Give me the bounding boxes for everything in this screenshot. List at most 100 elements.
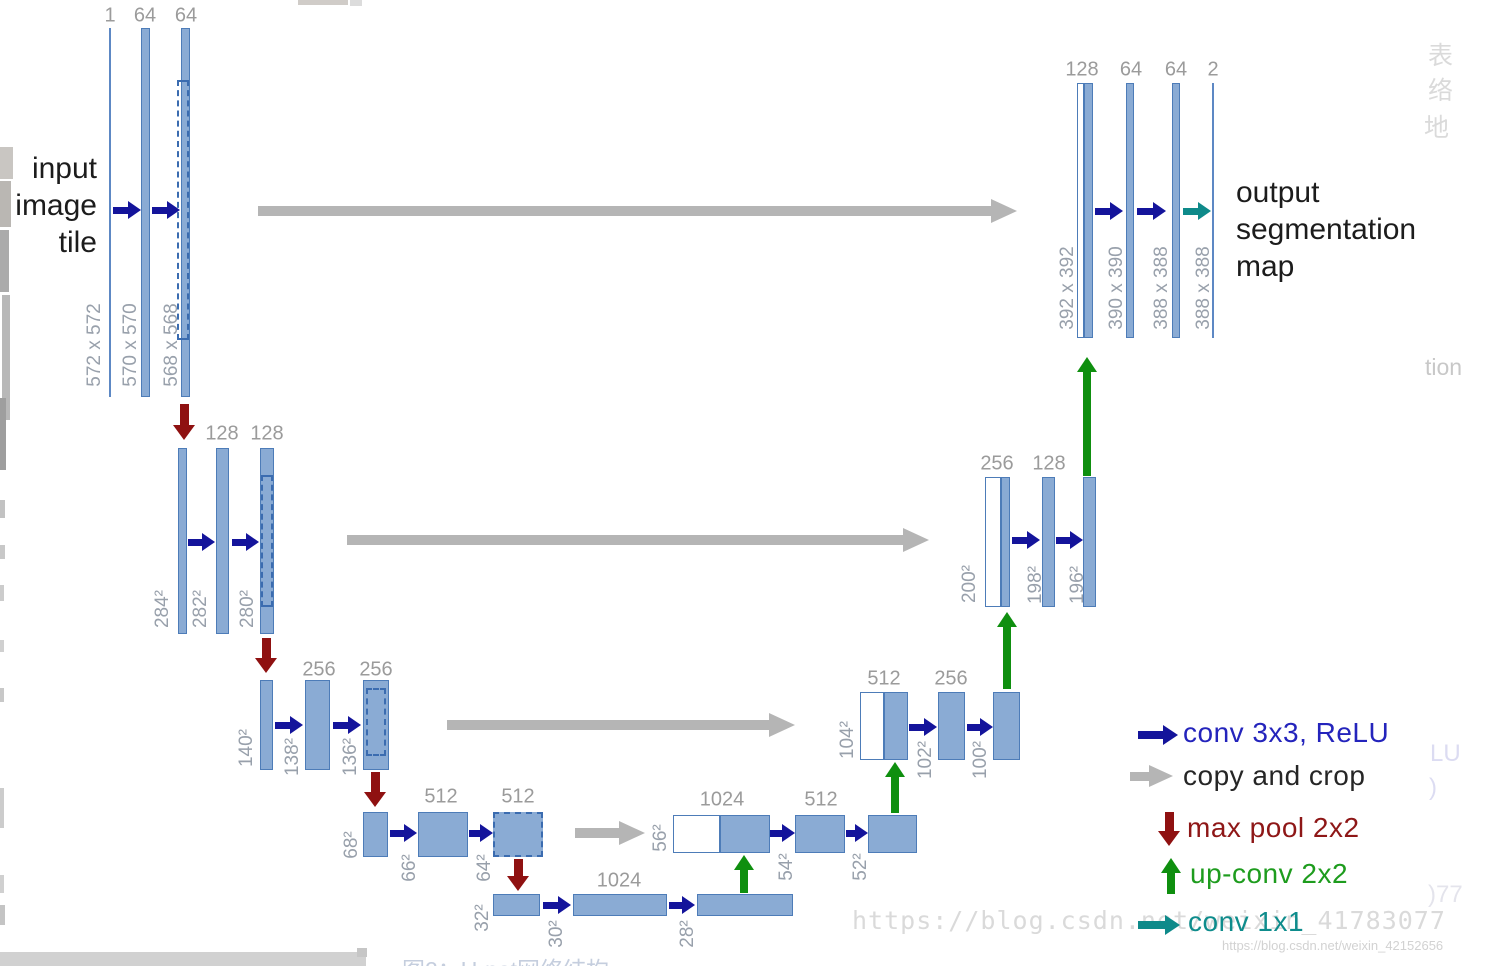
arrow-head	[558, 896, 571, 914]
arrow-shaft	[891, 776, 899, 813]
conv3x3-arrow	[390, 824, 417, 842]
dimension-label: 30²	[546, 920, 567, 948]
channel-count-label: 64	[133, 4, 157, 27]
dimension-label: 56²	[650, 824, 671, 852]
edge-fragment	[0, 788, 4, 828]
maxpool-arrow	[173, 404, 195, 440]
arrow-head	[1149, 765, 1173, 787]
watermark-blog-url-small: https://blog.csdn.net/weixin_42152656	[1222, 938, 1444, 953]
channel-count-label: 2	[1207, 58, 1219, 81]
conv3x3-arrow	[275, 716, 303, 734]
feature-map-bar-copied	[985, 477, 1001, 607]
background-text-fragment: 表	[1428, 42, 1454, 70]
feature-map-bar	[418, 812, 468, 857]
arrow-head	[167, 201, 180, 219]
background-text-fragment: tion	[1425, 354, 1463, 380]
edge-fragment	[0, 500, 5, 518]
conv3x3-arrow	[1056, 531, 1083, 549]
conv3x3-arrow	[188, 533, 215, 551]
arrow-shaft	[333, 721, 349, 729]
feature-map-bar	[1042, 477, 1055, 607]
arrow-shaft	[575, 828, 620, 838]
feature-map-bar	[697, 894, 793, 916]
channel-count-label: 128	[1065, 58, 1099, 81]
dimension-label: 570 x 570	[120, 303, 141, 387]
arrow-head	[1161, 858, 1181, 873]
feature-map-bar	[720, 815, 770, 853]
dimension-label: 280²	[237, 589, 258, 629]
arrow-shaft	[347, 535, 904, 545]
upconv-arrow	[1161, 858, 1181, 894]
channel-count-label: 1	[104, 4, 116, 27]
channel-count-label: 256	[302, 658, 336, 681]
arrow-shaft	[543, 901, 559, 909]
feature-map-bar	[993, 692, 1020, 760]
channel-count-label: 256	[980, 452, 1014, 475]
arrow-head	[1153, 202, 1166, 220]
arrow-head	[991, 199, 1017, 223]
arrow-head	[734, 855, 754, 870]
input-label-line: input	[31, 152, 97, 185]
dimension-label: 32²	[472, 904, 493, 932]
feature-map-bar	[1212, 83, 1214, 338]
edge-fragment	[0, 875, 4, 893]
dimension-label: 100²	[970, 740, 991, 780]
figure-caption: 图2：U-net网络结构	[402, 951, 609, 966]
edge-fragment	[0, 640, 4, 652]
arrow-shaft	[258, 206, 992, 216]
copy-crop-arrow	[347, 528, 929, 552]
dimension-label: 52²	[850, 853, 871, 881]
dimension-label: 392 x 392	[1057, 246, 1078, 330]
copy-crop-arrow	[447, 713, 795, 737]
feature-map-bar	[1083, 477, 1096, 607]
upconv-arrow	[997, 612, 1017, 689]
arrow-head	[924, 718, 937, 736]
crop-region-dashes	[261, 475, 273, 607]
feature-map-bar	[938, 692, 965, 760]
edge-fragment	[0, 147, 13, 179]
arrow-shaft	[152, 206, 168, 214]
background-text-fragment: 地	[1424, 114, 1450, 142]
dimension-label: 136²	[340, 737, 361, 777]
arrow-shaft	[1083, 371, 1091, 476]
feature-map-bar	[1126, 83, 1134, 338]
conv3x3-arrow	[1138, 725, 1178, 745]
edge-fragment	[0, 545, 5, 559]
dimension-label: 284²	[152, 589, 173, 629]
edge-fragment	[298, 0, 348, 5]
conv3x3-arrow	[333, 716, 361, 734]
dimension-label: 388 x 388	[1151, 246, 1172, 330]
copy-crop-arrow	[575, 821, 645, 845]
arrow-shaft	[232, 538, 247, 546]
conv3x3-arrow	[152, 201, 180, 219]
conv3x3-arrow	[669, 896, 695, 914]
dimension-label: 138²	[282, 737, 303, 777]
arrow-head	[855, 824, 868, 842]
conv3x3-arrow	[846, 824, 868, 842]
arrow-shaft	[390, 829, 405, 837]
maxpool-arrow	[507, 859, 529, 891]
conv3x3-arrow	[1012, 531, 1040, 549]
arrow-head	[507, 876, 529, 891]
dimension-label: 568 x 568	[161, 303, 182, 387]
channel-count-label: 512	[424, 785, 458, 808]
channel-count-label: 512	[804, 788, 838, 811]
arrow-head	[364, 792, 386, 807]
edge-fragment	[2, 295, 10, 420]
conv1x1-arrow	[1183, 202, 1211, 220]
legend-label: conv 3x3, ReLU	[1183, 717, 1390, 748]
feature-map-bar	[868, 815, 917, 853]
output-map-label: output segmentation map	[1236, 174, 1416, 285]
edge-fragment	[0, 230, 9, 292]
arrow-head	[1110, 202, 1123, 220]
legend-label: max pool 2x2	[1187, 812, 1360, 843]
dimension-label: 388 x 388	[1193, 246, 1214, 330]
arrow-shaft	[1137, 207, 1154, 215]
conv3x3-arrow	[770, 824, 795, 842]
arrow-shaft	[770, 829, 783, 837]
upconv-arrow	[885, 762, 905, 813]
arrow-shaft	[846, 829, 856, 837]
feature-map-bar	[1172, 83, 1180, 338]
arrow-shaft	[1167, 872, 1175, 894]
arrow-head	[885, 762, 905, 777]
